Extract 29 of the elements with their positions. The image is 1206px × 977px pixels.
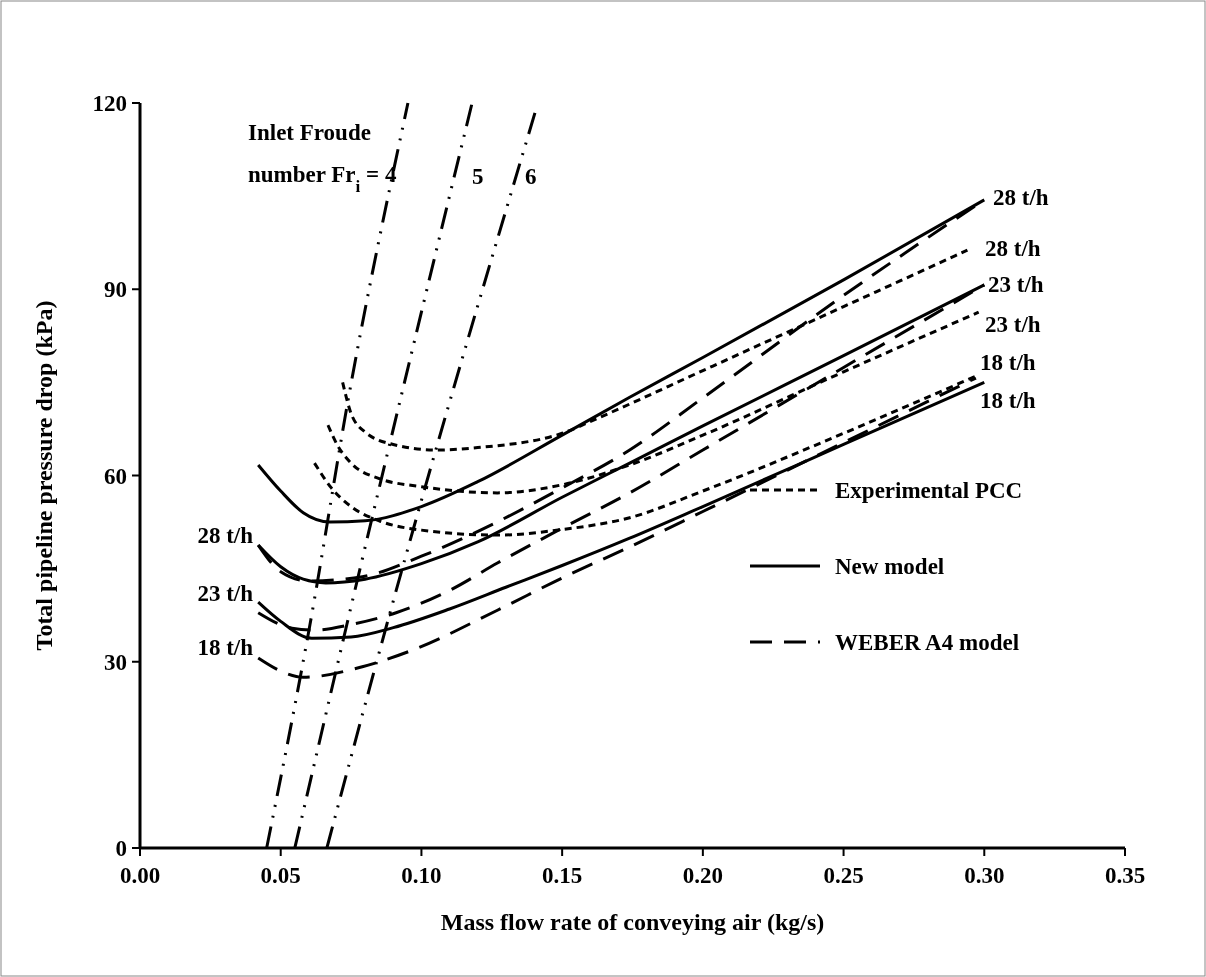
x-axis-title: Mass flow rate of conveying air (kg/s) [440,909,825,935]
annotation: 23 t/h [985,312,1041,337]
annotation: 28 t/h [197,523,254,548]
legend-label: Experimental PCC [835,478,1023,503]
x-tick-label: 0.10 [401,863,442,888]
annotation: 23 t/h [988,272,1044,297]
annotation: 6 [525,164,537,189]
y-tick-label: 30 [104,649,127,675]
x-tick-label: 0.30 [964,863,1005,888]
x-tick-label: 0.35 [1104,863,1146,888]
y-tick-label: 90 [104,277,127,303]
x-tick-label: 0.20 [682,863,723,888]
annotation: 18 t/h [197,635,254,660]
annotation: 28 t/h [993,185,1049,210]
annotation: 18 t/h [980,388,1036,413]
y-tick-label: 60 [104,463,127,489]
x-tick-label: 0.25 [823,863,864,888]
y-tick-label: 0 [115,836,127,861]
x-tick-label: 0.15 [542,863,583,888]
x-tick-label: 0.05 [260,863,301,888]
y-tick-label: 120 [92,91,127,116]
y-axis-title: Total pipeline pressure drop (kPa) [31,300,57,651]
legend-label: WEBER A4 model [835,630,1020,655]
legend-label: New model [835,554,945,579]
annotation: 18 t/h [980,350,1036,375]
annotation: 23 t/h [197,581,254,606]
annotation: 28 t/h [985,236,1041,261]
x-tick-label: 0.00 [119,863,161,888]
annotation: 5 [472,164,484,189]
